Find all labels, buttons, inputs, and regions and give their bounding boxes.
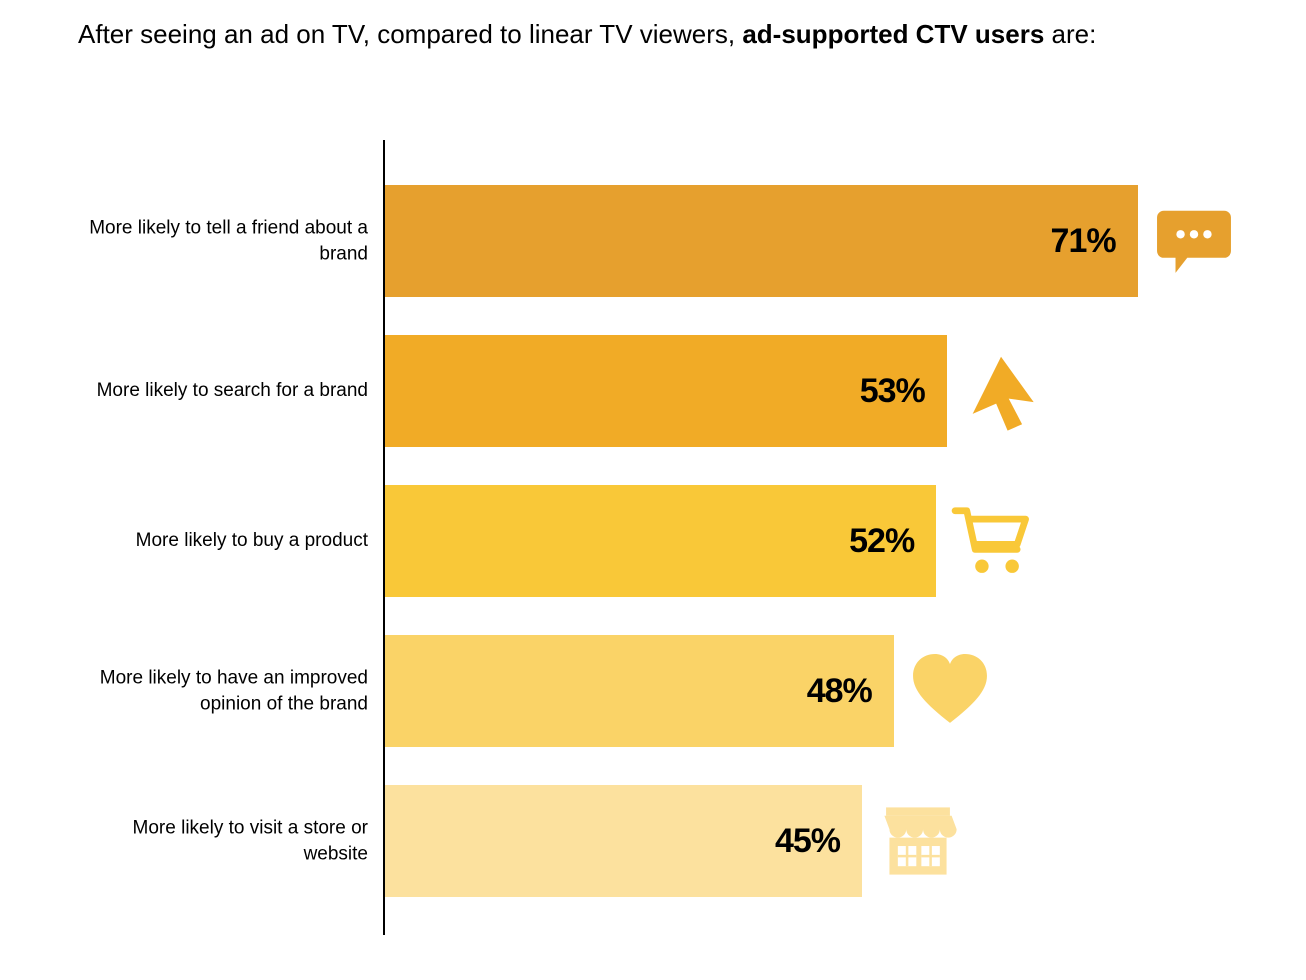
bar-row: More likely to search for a brand 53% [78,335,1258,447]
bar-value: 48% [807,672,872,711]
bar-row: More likely to buy a product 52% [78,485,1258,597]
bar: 71% [385,185,1138,297]
chart-title: After seeing an ad on TV, compared to li… [78,18,1178,52]
bar-row: More likely to tell a friend about a bra… [78,185,1258,297]
title-prefix: After seeing an ad on TV, compared to li… [78,19,742,49]
bar-value: 52% [849,522,914,561]
heart-icon [908,649,992,733]
bar-value: 71% [1051,222,1116,261]
cursor-arrow-icon [961,349,1045,433]
shopping-cart-icon [950,499,1034,583]
title-suffix: are: [1044,19,1096,49]
bar: 48% [385,635,894,747]
bar-chart: More likely to tell a friend about a bra… [78,140,1258,960]
bar-label: More likely to have an improved opinion … [78,665,368,716]
bar-row: More likely to have an improved opinion … [78,635,1258,747]
store-icon [876,799,960,883]
bar: 45% [385,785,862,897]
title-bold: ad-supported CTV users [742,19,1044,49]
bar-row: More likely to visit a store or website … [78,785,1258,897]
bar-label: More likely to search for a brand [78,378,368,404]
bar: 53% [385,335,947,447]
speech-bubble-icon [1152,199,1236,283]
bar-value: 53% [860,372,925,411]
bar-label: More likely to tell a friend about a bra… [78,215,368,266]
bar-value: 45% [775,822,840,861]
bar: 52% [385,485,936,597]
bar-label: More likely to visit a store or website [78,815,368,866]
bar-label: More likely to buy a product [78,528,368,554]
